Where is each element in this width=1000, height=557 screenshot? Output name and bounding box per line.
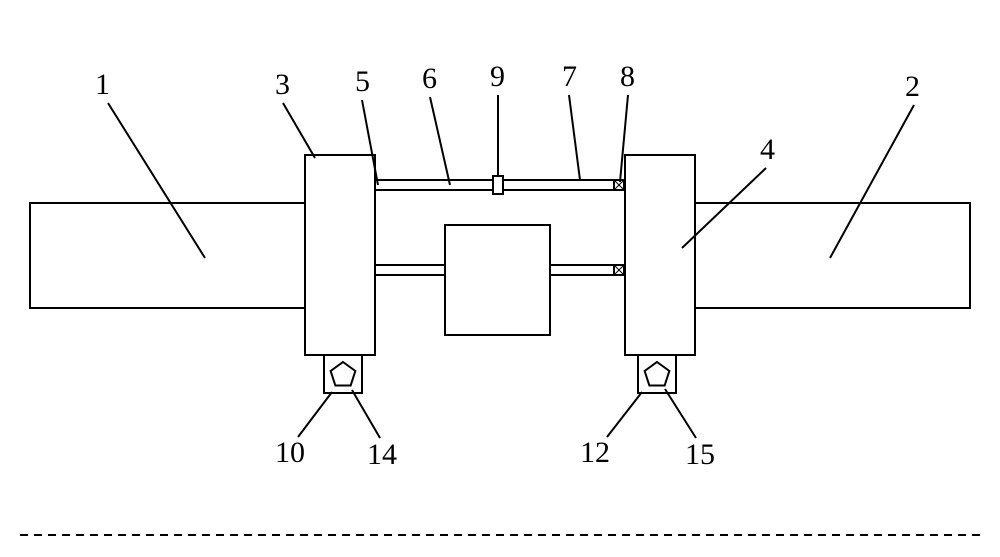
center-block xyxy=(445,225,550,335)
label-1: 1 xyxy=(95,70,110,100)
left-beam xyxy=(30,203,305,308)
label-4: 4 xyxy=(760,135,775,165)
label-10: 10 xyxy=(275,438,305,468)
label-15: 15 xyxy=(685,440,715,470)
leader-6 xyxy=(430,97,450,185)
label-12: 12 xyxy=(580,438,610,468)
leader-7 xyxy=(569,95,580,180)
leader-15 xyxy=(665,389,696,438)
right-foot xyxy=(638,355,676,393)
leader-3 xyxy=(283,103,315,158)
label-2: 2 xyxy=(905,72,920,102)
label-5: 5 xyxy=(355,67,370,97)
leader-12 xyxy=(607,392,642,437)
left-foot xyxy=(324,355,362,393)
label-8: 8 xyxy=(620,62,635,92)
label-7: 7 xyxy=(562,62,577,92)
left-block xyxy=(305,155,375,355)
upper-joint xyxy=(493,176,503,194)
leader-10 xyxy=(298,392,332,437)
label-14: 14 xyxy=(367,440,397,470)
label-9: 9 xyxy=(490,62,505,92)
label-3: 3 xyxy=(275,70,290,100)
right-block xyxy=(625,155,695,355)
leader-14 xyxy=(352,390,380,438)
label-6: 6 xyxy=(422,64,437,94)
